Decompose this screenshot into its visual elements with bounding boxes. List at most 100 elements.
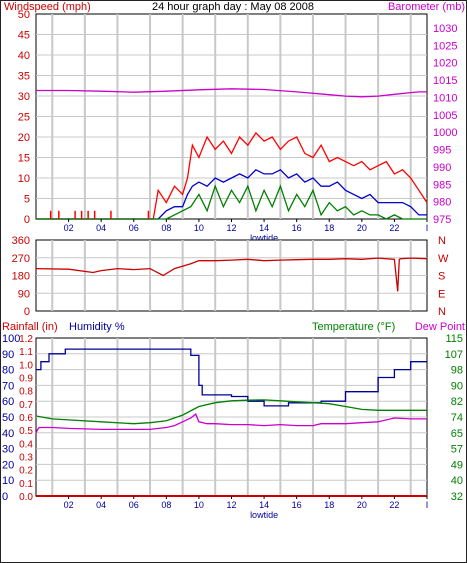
humidity-tick-label: 40 bbox=[2, 428, 14, 440]
temperature-tick-label: 107 bbox=[445, 349, 463, 361]
temperature-tick-label: 98 bbox=[451, 365, 463, 377]
page-title: 24 hour graph day : May 08 2008 bbox=[152, 1, 314, 13]
x-tick-label: 14 bbox=[259, 223, 269, 233]
humidity-tick-label: 60 bbox=[2, 396, 14, 408]
direction-tick-label: 270 bbox=[12, 253, 30, 265]
temperature-tick-label: 74 bbox=[451, 412, 463, 424]
x-tick-label: 02 bbox=[64, 500, 74, 510]
x-tick-label: 18 bbox=[324, 500, 334, 510]
left-tick-label: 50 bbox=[18, 9, 30, 21]
compass-tick-label: S bbox=[438, 271, 445, 283]
right-tick-label: 1000 bbox=[433, 127, 457, 139]
temperature-tick-label: 49 bbox=[451, 459, 463, 471]
right-tick-label: 1005 bbox=[433, 110, 457, 122]
rainfall-tick-label: 0.7 bbox=[19, 400, 33, 411]
direction-tick-label: 360 bbox=[12, 235, 30, 247]
x-tick-label: I bbox=[426, 500, 429, 510]
right-tick-label: 995 bbox=[433, 145, 451, 157]
series-humidity bbox=[36, 348, 427, 407]
rainfall-tick-label: 1.2 bbox=[19, 334, 33, 345]
rainfall-tick-label: 0.2 bbox=[19, 466, 33, 477]
right-tick-label: 1020 bbox=[433, 58, 457, 70]
x-tick-label: 20 bbox=[357, 223, 367, 233]
temperature-tick-label: 90 bbox=[451, 380, 463, 392]
right-tick-label: 1010 bbox=[433, 92, 457, 104]
x-sub-label: lowtide bbox=[250, 233, 278, 243]
left-tick-label: 35 bbox=[18, 71, 30, 83]
x-tick-label: 04 bbox=[96, 223, 106, 233]
compass-tick-label: E bbox=[438, 288, 445, 300]
x-tick-label: 04 bbox=[96, 500, 106, 510]
humidity-tick-label: 10 bbox=[2, 475, 14, 487]
x-tick-label: 16 bbox=[292, 500, 302, 510]
right-tick-label: 1030 bbox=[433, 23, 457, 35]
x-tick-label: 06 bbox=[129, 223, 139, 233]
humidity-tick-label: 0 bbox=[2, 491, 8, 503]
dewpoint-axis-label: Dew Point bbox=[415, 321, 465, 333]
direction-tick-label: 180 bbox=[12, 271, 30, 283]
temperature-axis-label: Temperature (°F) bbox=[312, 321, 395, 333]
x-tick-label: 02 bbox=[64, 223, 74, 233]
rainfall-tick-label: 0.3 bbox=[19, 453, 33, 464]
x-tick-label: 22 bbox=[389, 223, 399, 233]
rainfall-axis-label: Rainfall (in) bbox=[2, 321, 58, 333]
temperature-tick-label: 57 bbox=[451, 444, 463, 456]
right-tick-label: 980 bbox=[433, 197, 451, 209]
x-tick-label: 14 bbox=[259, 500, 269, 510]
x-tick-label: 12 bbox=[226, 223, 236, 233]
right-axis-label: Barometer (mb) bbox=[388, 1, 465, 13]
right-tick-label: 975 bbox=[433, 214, 451, 226]
left-tick-label: 25 bbox=[18, 112, 30, 124]
series-dewpoint bbox=[35, 413, 427, 434]
temperature-tick-label: 115 bbox=[445, 333, 463, 345]
left-tick-label: 40 bbox=[18, 50, 30, 62]
x-tick-label: 10 bbox=[194, 500, 204, 510]
x-sub-label: lowtide bbox=[250, 510, 278, 520]
series-windspeed bbox=[36, 184, 427, 220]
x-tick-label: 22 bbox=[389, 500, 399, 510]
series-average bbox=[36, 169, 427, 220]
x-tick-label: 20 bbox=[357, 500, 367, 510]
left-tick-label: 30 bbox=[18, 91, 30, 103]
rainfall-tick-label: 0.9 bbox=[19, 374, 33, 385]
temperature-tick-label: 32 bbox=[451, 491, 463, 503]
left-axis-label: Windspeed (mph) bbox=[4, 1, 91, 13]
x-tick-label: 08 bbox=[161, 500, 171, 510]
humidity-tick-label: 30 bbox=[2, 444, 14, 456]
right-tick-label: 1015 bbox=[433, 75, 457, 87]
right-tick-label: 1025 bbox=[433, 40, 457, 52]
x-tick-label: 16 bbox=[292, 223, 302, 233]
right-tick-label: 990 bbox=[433, 162, 451, 174]
direction-tick-label: 0 bbox=[24, 306, 30, 318]
rainfall-tick-label: 1.1 bbox=[19, 347, 33, 358]
left-tick-label: 15 bbox=[18, 153, 30, 165]
rainfall-tick-label: 0.1 bbox=[19, 479, 33, 490]
temperature-tick-label: 65 bbox=[451, 428, 463, 440]
right-tick-label: 985 bbox=[433, 179, 451, 191]
humidity-tick-label: 20 bbox=[2, 459, 14, 471]
series-temperature bbox=[35, 399, 427, 425]
x-tick-label: I bbox=[426, 223, 429, 233]
rainfall-tick-label: 0.0 bbox=[19, 492, 33, 503]
compass-tick-label: W bbox=[438, 253, 449, 265]
left-tick-label: 20 bbox=[18, 132, 30, 144]
compass-tick-label: N bbox=[438, 235, 446, 247]
left-tick-label: 10 bbox=[18, 173, 30, 185]
humidity-tick-label: 50 bbox=[2, 412, 14, 424]
direction-tick-label: 90 bbox=[18, 288, 30, 300]
humidity-axis-label: Humidity % bbox=[69, 321, 125, 333]
humidity-tick-label: 80 bbox=[2, 365, 14, 377]
x-tick-label: 08 bbox=[161, 223, 171, 233]
left-tick-label: 5 bbox=[24, 194, 30, 206]
rainfall-tick-label: 0.8 bbox=[19, 387, 33, 398]
x-tick-label: 06 bbox=[129, 500, 139, 510]
series-barometer bbox=[36, 88, 427, 98]
left-tick-label: 0 bbox=[24, 214, 30, 226]
rainfall-tick-label: 1.0 bbox=[19, 360, 33, 371]
temperature-tick-label: 40 bbox=[451, 475, 463, 487]
rainfall-tick-label: 0.6 bbox=[19, 413, 33, 424]
x-tick-label: 18 bbox=[324, 223, 334, 233]
series-gust bbox=[36, 131, 428, 220]
temperature-tick-label: 82 bbox=[451, 396, 463, 408]
